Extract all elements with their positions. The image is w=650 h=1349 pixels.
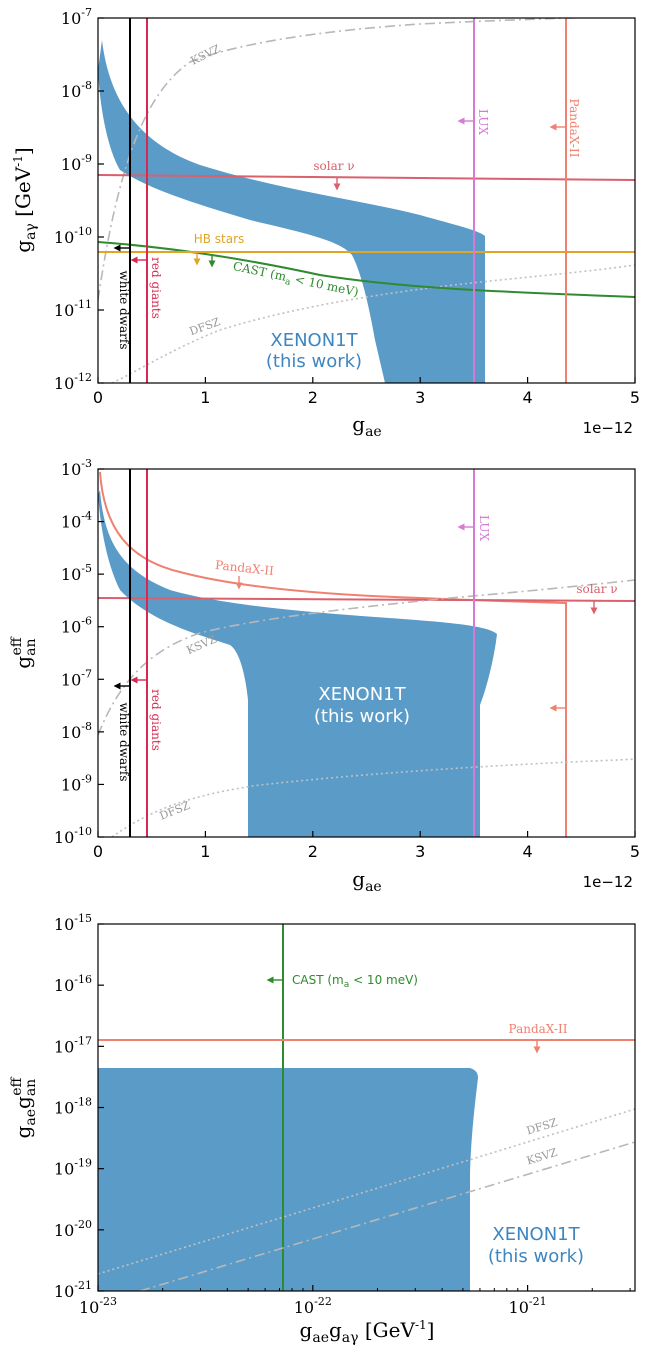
ylabel-3: gaeganeff (9, 1077, 39, 1139)
panel-1: XENON1T (this work) KSVZ DFSZ solar ν HB… (11, 6, 640, 440)
panel-3: XENON1T (this work) CAST (ma < 10 meV) P… (9, 912, 636, 1346)
y-tick-label: 10-20 (54, 1218, 92, 1240)
y-tick-label: 10-9 (61, 152, 92, 174)
x-tick-label: 5 (630, 842, 640, 861)
y-tick-label: 10-18 (54, 1096, 92, 1118)
solar-line-2 (98, 597, 635, 602)
y-tick-label: 10-5 (61, 562, 92, 584)
xmult-1: 1e−12 (583, 419, 633, 437)
y-tick-label: 10-9 (61, 772, 92, 794)
pandax-label-1: PandaX-II (567, 99, 581, 158)
panel-3-plot-area (98, 924, 635, 1291)
rg-label-2: red giants (149, 689, 163, 751)
x-tick-label: 2 (308, 388, 318, 407)
cast-curve-1 (98, 241, 635, 298)
y-tick-label: 10-4 (61, 510, 92, 532)
wd-label-1: white dwarfs (117, 270, 131, 349)
pandax-label-3: PandaX-II (509, 1022, 568, 1036)
ksvz-curve-2 (98, 579, 635, 736)
y-tick-label: 10-16 (54, 973, 92, 995)
y-tick-label: 10-7 (61, 6, 92, 28)
ksvz-curve-3 (139, 1141, 635, 1291)
ksvz-label-2: KSVZ (185, 632, 219, 657)
y-tick-label: 10-19 (54, 1157, 92, 1179)
hb-label-1: HB stars (194, 232, 245, 246)
cast-label-1: CAST (ma < 10 meV) (231, 259, 360, 302)
x-tick-label: 3 (415, 388, 425, 407)
dfsz-curve-1 (111, 264, 635, 383)
ylabel-2: ganeff (9, 636, 39, 668)
dfsz-curve-3 (98, 1108, 635, 1275)
xlabel-3: gaegaγ [GeV-1] (300, 1318, 435, 1346)
ksvz-label-3: KSVZ (525, 1146, 559, 1168)
x-tick-label: 5 (630, 388, 640, 407)
cast-label-3: CAST (ma < 10 meV) (292, 973, 418, 990)
panel-1-frame (97, 17, 636, 384)
xmult-2: 1e−12 (583, 873, 633, 891)
xlabel-2: gae (352, 867, 381, 895)
panel-3-axes: 10-21 10-20 10-19 10-18 10-17 10-16 10-15 10-23… (54, 912, 631, 1317)
rg-label-1: red giants (149, 257, 163, 319)
y-tick-label: 10-10 (54, 825, 92, 847)
panel-1-axes: 10-12 10-11 10-10 10-9 10-8 10-7 0 1 2 3 4 5 (54, 6, 640, 407)
y-tick-label: 10-10 (54, 225, 92, 247)
x-tick-label: 1 (200, 842, 210, 861)
xenon-sublabel-3: (this work) (488, 1246, 584, 1267)
x-tick-label: 2 (308, 842, 318, 861)
x-tick-label: 10-23 (79, 1295, 117, 1317)
dfsz-curve-2 (111, 758, 635, 837)
y-tick-label: 10-8 (61, 720, 92, 742)
wd-label-2: white dwarfs (117, 702, 131, 781)
solar-label-2: solar ν (576, 582, 617, 596)
ksvz-curve-1 (98, 18, 596, 301)
xenon-label-1: XENON1T (270, 330, 358, 351)
x-tick-label: 0 (93, 842, 103, 861)
xenon-region-1 (98, 40, 485, 383)
pandax-label-2: PandaX-II (214, 558, 274, 578)
y-tick-label: 10-12 (54, 371, 92, 393)
y-tick-label: 10-6 (61, 615, 92, 637)
y-tick-label: 10-11 (54, 298, 92, 320)
x-tick-label: 4 (523, 388, 533, 407)
panel-2: XENON1T (this work) PandaX-II solar ν KS… (9, 457, 640, 895)
solar-line-1 (98, 174, 635, 181)
x-tick-label: 4 (523, 842, 533, 861)
y-tick-label: 10-21 (54, 1279, 92, 1301)
ksvz-label-1: KSVZ (189, 42, 223, 68)
x-tick-label: 3 (415, 842, 425, 861)
ylabel-1: gaγ [GeV-1] (11, 147, 39, 252)
dfsz-label-2: DFSZ (158, 799, 193, 823)
dfsz-label-3: DFSZ (525, 1116, 559, 1138)
y-tick-label: 10-7 (61, 667, 92, 689)
panel-2-plot-area (98, 469, 635, 837)
xenon-label-2: XENON1T (318, 684, 406, 705)
lux-label-2: LUX (477, 515, 491, 541)
x-tick-label: 0 (93, 388, 103, 407)
lux-label-1: LUX (476, 109, 490, 135)
panel-2-frame (97, 468, 636, 838)
y-tick-label: 10-17 (54, 1034, 92, 1056)
y-tick-label: 10-15 (54, 912, 92, 934)
xenon-region-3 (98, 1068, 478, 1291)
x-tick-label: 10-22 (294, 1295, 332, 1317)
x-tick-label: 10-21 (509, 1295, 547, 1317)
xenon-sublabel-2: (this work) (314, 706, 410, 727)
xlabel-1: gae (352, 412, 381, 440)
xenon-region-2 (98, 490, 497, 837)
panel-2-axes: 10-10 10-9 10-8 10-7 10-6 10-5 10-4 10-3 0 1 2 3 4 5 (54, 457, 640, 861)
xenon-label-3: XENON1T (492, 1224, 580, 1245)
solar-label-1: solar ν (313, 159, 354, 173)
dfsz-label-1: DFSZ (188, 315, 223, 338)
y-tick-label: 10-8 (61, 79, 92, 101)
y-tick-label: 10-3 (61, 457, 92, 479)
xenon-sublabel-1: (this work) (266, 351, 362, 372)
panel-1-plot-area (98, 18, 635, 383)
x-tick-label: 1 (200, 388, 210, 407)
